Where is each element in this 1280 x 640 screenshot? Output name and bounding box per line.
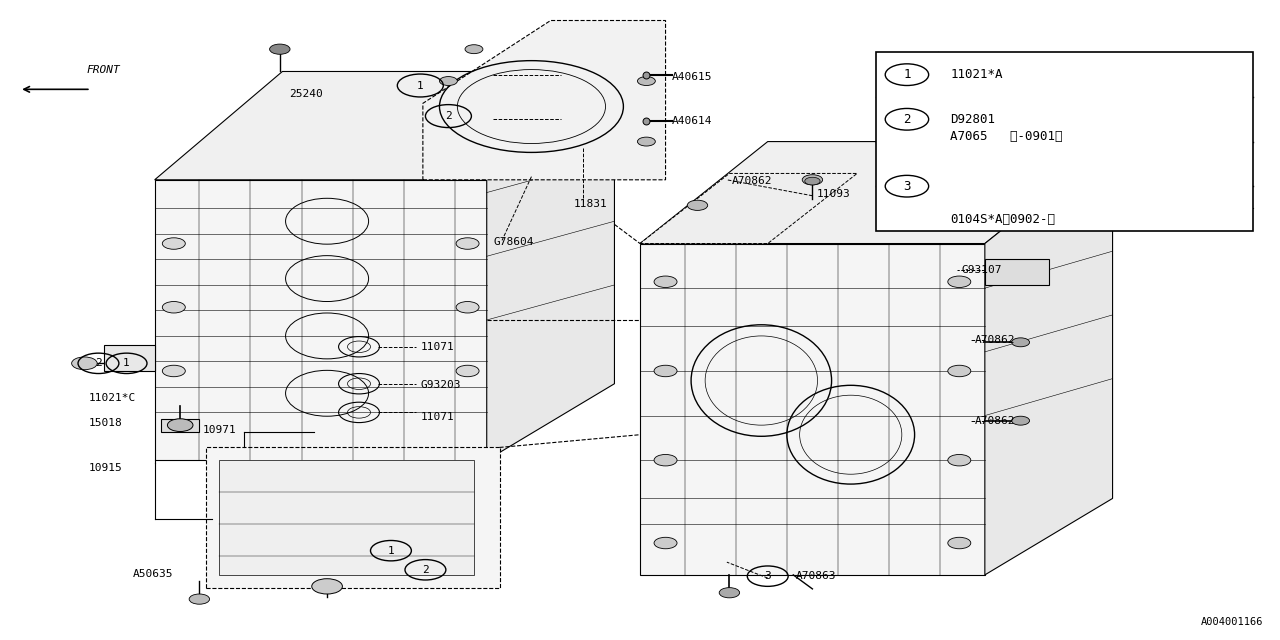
Polygon shape — [640, 244, 984, 575]
Text: A004001166: A004001166 — [1201, 617, 1263, 627]
Circle shape — [189, 594, 210, 604]
Text: A70862: A70862 — [732, 176, 772, 186]
Polygon shape — [486, 72, 614, 460]
Circle shape — [803, 175, 823, 185]
Text: 2: 2 — [95, 358, 102, 369]
Text: 11021*C: 11021*C — [88, 393, 136, 403]
Text: A50635: A50635 — [133, 568, 174, 579]
Text: A70862: A70862 — [974, 416, 1015, 426]
Circle shape — [687, 200, 708, 211]
Circle shape — [456, 301, 479, 313]
Circle shape — [947, 454, 970, 466]
Circle shape — [465, 45, 483, 54]
Text: G93107: G93107 — [961, 266, 1002, 275]
Circle shape — [456, 365, 479, 377]
Circle shape — [947, 276, 970, 287]
Polygon shape — [161, 419, 200, 431]
Circle shape — [163, 301, 186, 313]
Text: 11093: 11093 — [817, 189, 850, 199]
Circle shape — [654, 538, 677, 548]
Text: 15018: 15018 — [88, 418, 122, 428]
Polygon shape — [104, 346, 155, 371]
Text: A7065   〈-0901〉: A7065 〈-0901〉 — [950, 129, 1062, 143]
Text: B50604: B50604 — [974, 214, 1015, 224]
Text: 3: 3 — [904, 180, 910, 193]
Text: 2: 2 — [904, 113, 910, 126]
Circle shape — [1011, 416, 1029, 425]
Polygon shape — [984, 141, 1112, 575]
Text: 2: 2 — [445, 111, 452, 121]
Text: 11021*A: 11021*A — [950, 68, 1002, 81]
Text: 1: 1 — [417, 81, 424, 90]
Text: G78604: G78604 — [493, 237, 534, 247]
Text: 2: 2 — [422, 564, 429, 575]
Polygon shape — [219, 460, 474, 575]
Text: G93203: G93203 — [420, 380, 461, 390]
Circle shape — [456, 238, 479, 249]
Circle shape — [1074, 209, 1094, 219]
Circle shape — [163, 365, 186, 377]
Circle shape — [439, 77, 457, 86]
Circle shape — [805, 177, 820, 185]
Circle shape — [1011, 338, 1029, 347]
Circle shape — [270, 44, 291, 54]
Polygon shape — [206, 447, 499, 588]
Text: A40614: A40614 — [672, 116, 713, 126]
Polygon shape — [155, 180, 486, 460]
Circle shape — [654, 276, 677, 287]
Circle shape — [163, 238, 186, 249]
Circle shape — [719, 588, 740, 598]
Circle shape — [72, 357, 97, 370]
Text: A70863: A70863 — [796, 571, 836, 581]
Circle shape — [637, 77, 655, 86]
Circle shape — [168, 419, 193, 431]
Polygon shape — [640, 173, 858, 244]
Text: D92801: D92801 — [950, 113, 996, 126]
Circle shape — [312, 579, 343, 594]
Text: 10971: 10971 — [204, 424, 237, 435]
Circle shape — [1011, 175, 1029, 184]
Circle shape — [654, 365, 677, 377]
Text: FRONT: FRONT — [87, 65, 120, 76]
Text: 1: 1 — [123, 358, 131, 369]
Text: 25240: 25240 — [289, 89, 323, 99]
Text: 11071: 11071 — [420, 412, 454, 422]
Text: A40615: A40615 — [672, 72, 713, 81]
Circle shape — [654, 454, 677, 466]
Text: 10915: 10915 — [88, 463, 122, 473]
FancyBboxPatch shape — [877, 52, 1253, 231]
Polygon shape — [984, 259, 1048, 285]
Text: 0104S*Aよ0902-〉: 0104S*Aよ0902-〉 — [950, 213, 1056, 226]
Text: 3: 3 — [764, 571, 771, 581]
Circle shape — [947, 538, 970, 548]
Text: 1: 1 — [904, 68, 910, 81]
Text: 11831: 11831 — [573, 199, 607, 209]
Circle shape — [637, 137, 655, 146]
Circle shape — [947, 365, 970, 377]
Text: A70862: A70862 — [974, 335, 1015, 346]
Text: 1: 1 — [388, 546, 394, 556]
Polygon shape — [640, 141, 1112, 244]
Text: 11071: 11071 — [420, 342, 454, 352]
Polygon shape — [422, 20, 666, 180]
Polygon shape — [155, 72, 614, 180]
